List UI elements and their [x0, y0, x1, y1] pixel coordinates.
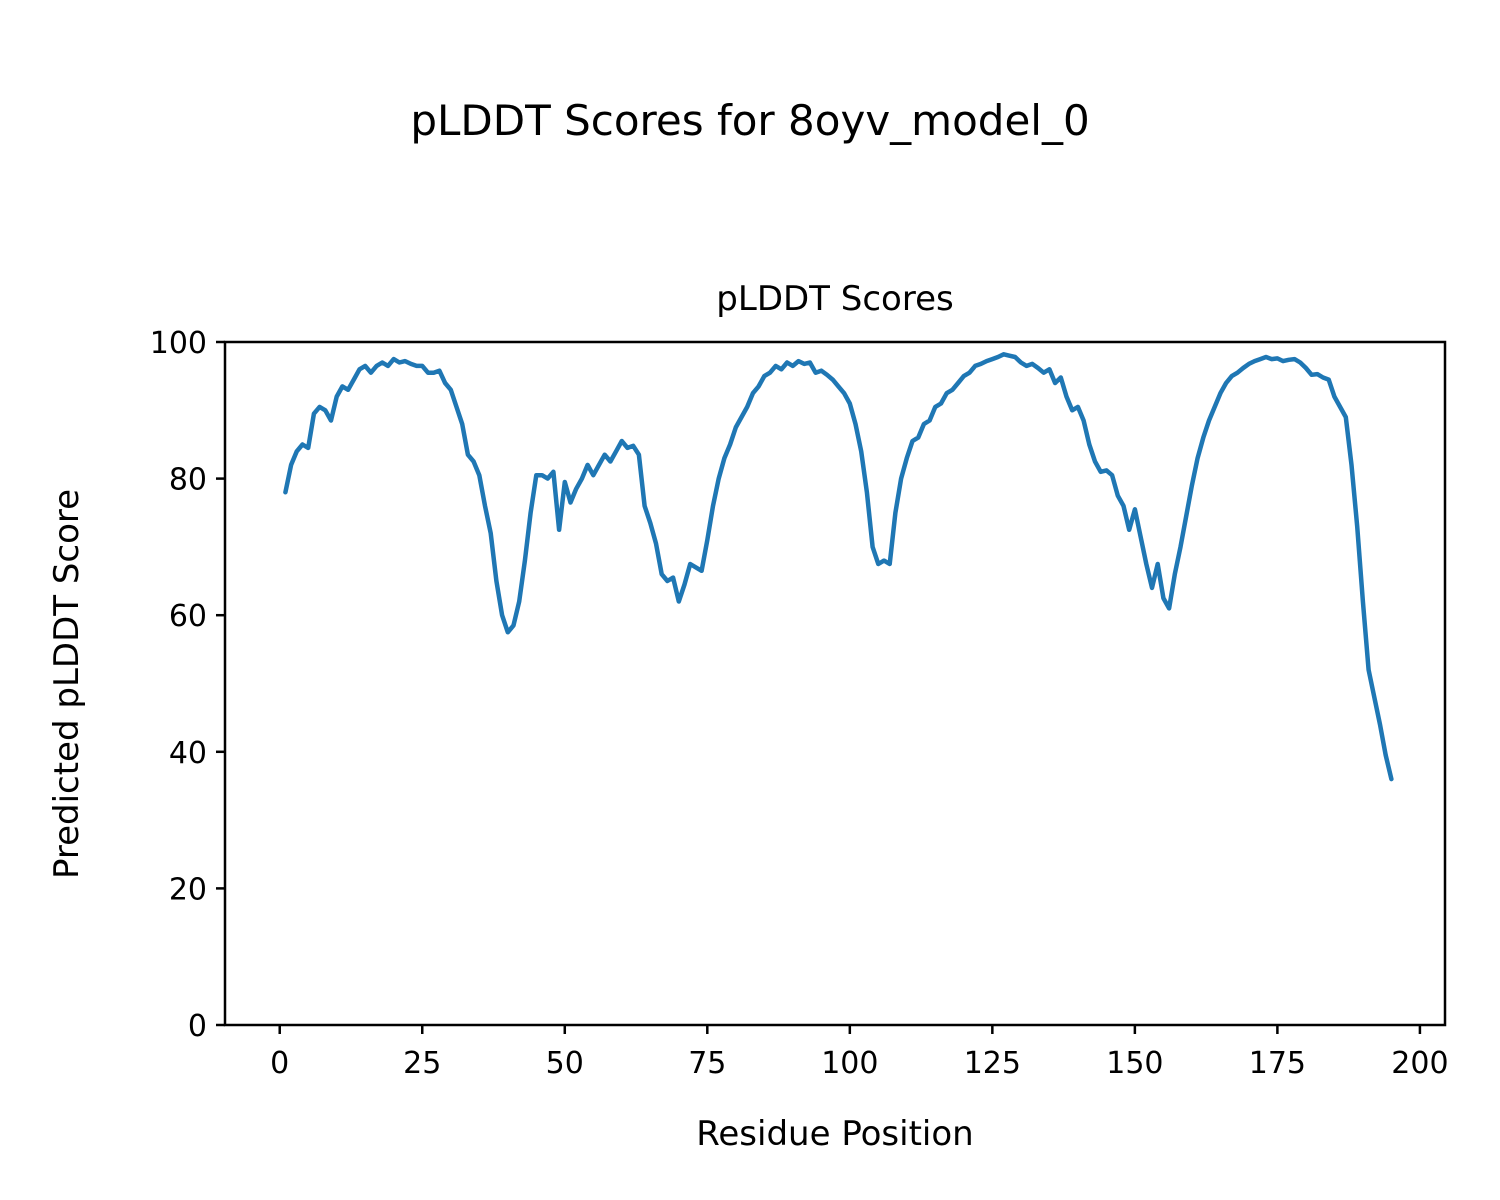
x-tick-label: 125	[964, 1046, 1021, 1081]
x-tick-label: 75	[688, 1046, 726, 1081]
figure-suptitle: pLDDT Scores for 8oyv_model_0	[410, 96, 1089, 145]
x-tick-label: 100	[821, 1046, 878, 1081]
y-axis-ticks: 0 20 40 60 80 100	[150, 326, 225, 1044]
x-axis-ticks: 0 25 50 75 100 125 150 175 200	[270, 1025, 1449, 1081]
y-tick-label: 0	[188, 1009, 207, 1044]
plddt-line-series	[283, 352, 1394, 782]
y-tick-label: 80	[169, 463, 207, 498]
x-tick-label: 0	[270, 1046, 289, 1081]
y-tick-label: 40	[169, 736, 207, 771]
y-tick-label: 20	[169, 872, 207, 907]
x-tick-label: 175	[1249, 1046, 1306, 1081]
y-tick-label: 100	[150, 326, 207, 361]
x-tick-label: 50	[546, 1046, 584, 1081]
plot-frame	[223, 340, 1447, 1027]
x-axis-label: Residue Position	[696, 1114, 973, 1154]
x-tick-label: 200	[1391, 1046, 1448, 1081]
plddt-line	[283, 352, 1394, 782]
axes-title: pLDDT Scores	[716, 279, 953, 319]
x-tick-label: 150	[1106, 1046, 1163, 1081]
y-tick-label: 60	[169, 599, 207, 634]
y-axis-label: Predicted pLDDT Score	[47, 489, 87, 879]
x-tick-label: 25	[403, 1046, 441, 1081]
